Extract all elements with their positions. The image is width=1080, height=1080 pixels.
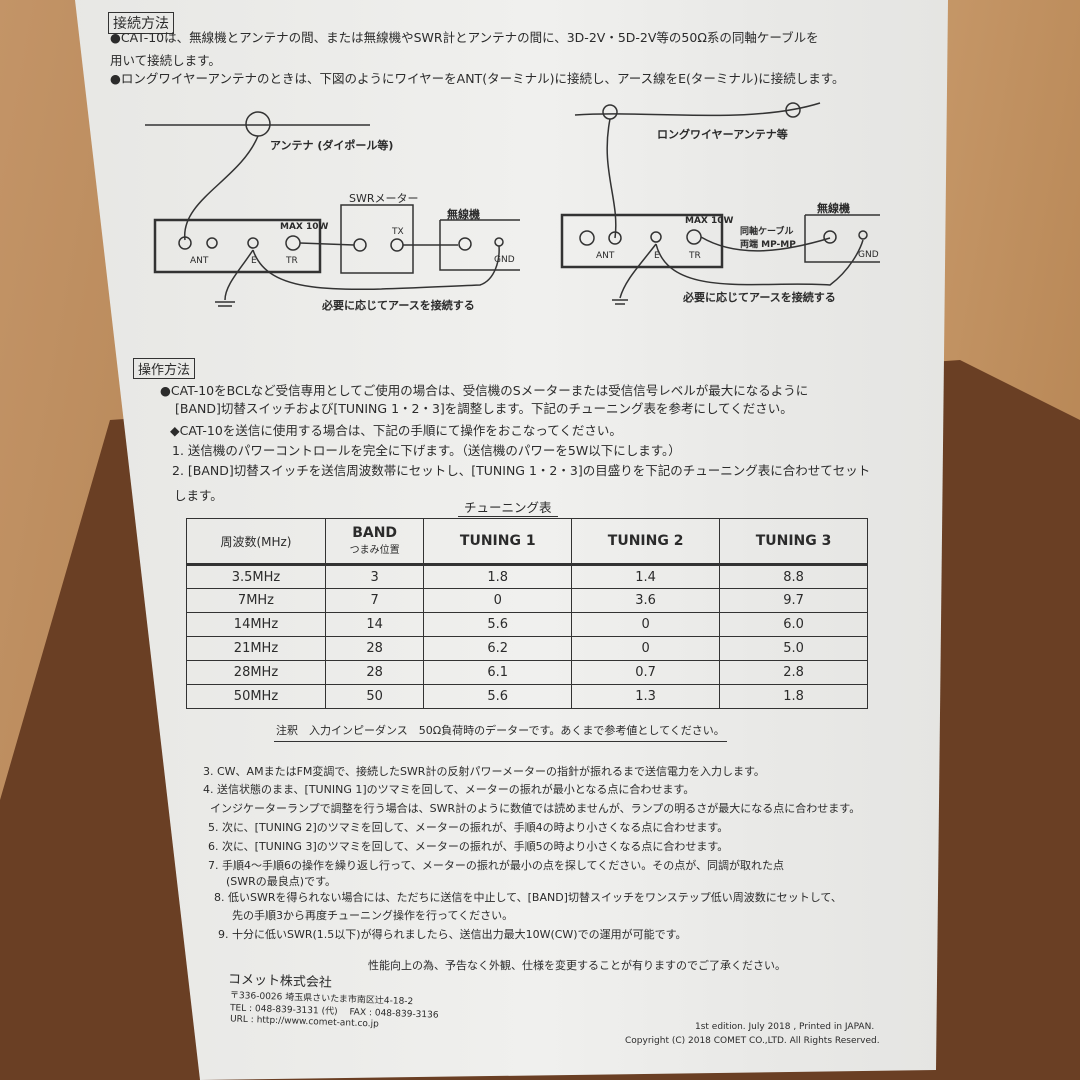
gnd-terminal-label: GND — [494, 255, 515, 265]
table-cell: 0 — [423, 588, 573, 613]
step-line: (SWRの最良点)です。 — [226, 875, 336, 888]
swr-meter-label: SWRメーター — [349, 192, 419, 205]
table-cell: 9.7 — [719, 588, 868, 613]
table-cell: 28MHz — [186, 660, 326, 685]
table-cell: 50MHz — [186, 684, 326, 709]
table-cell: 0 — [571, 636, 721, 661]
table-cell: 3 — [324, 563, 425, 589]
table-cell: 21MHz — [186, 636, 326, 661]
gnd-terminal-label: GND — [858, 250, 879, 260]
operation-line: 1. 送信機のパワーコントロールを完全に下げます。（送信機のパワーを5W以下にし… — [172, 443, 681, 458]
step-line: 7. 手順4～手順6の操作を繰り返し行って、メーターの振れが最小の点を探してくだ… — [208, 859, 785, 872]
table-row: 14MHz 14 5.6 0 6.0 — [186, 612, 868, 637]
dipole-antenna-label: アンテナ (ダイポール等) — [270, 139, 394, 152]
header-tuning-3: TUNING 3 — [719, 518, 868, 565]
coax-cable-label: 同軸ケーブル — [740, 227, 794, 237]
table-cell: 5.6 — [423, 684, 573, 709]
table-cell: 7 — [324, 588, 425, 613]
earth-note-left: 必要に応じてアースを接続する — [322, 299, 475, 312]
copyright: Copyright (C) 2018 COMET CO.,LTD. All Ri… — [625, 1036, 880, 1046]
table-cell: 50 — [324, 684, 425, 709]
radio-label-right: 無線機 — [817, 202, 850, 215]
table-cell: 1.8 — [719, 684, 868, 709]
ant-terminal-label: ANT — [596, 251, 615, 261]
e-terminal-label: E — [251, 256, 257, 266]
table-cell: 28 — [324, 660, 425, 685]
step-line: 3. CW、AMまたはFM変調で、接続したSWR計の反射パワーメーターの指針が振… — [203, 765, 765, 778]
earth-note-right: 必要に応じてアースを接続する — [683, 291, 836, 304]
max-label-right: MAX 10W — [685, 216, 734, 226]
table-cell: 0 — [571, 612, 721, 637]
radio-label-left: 無線機 — [447, 208, 480, 221]
table-row: 50MHz 50 5.6 1.3 1.8 — [186, 684, 868, 709]
step-line: 5. 次に、[TUNING 2]のツマミを回して、メーターの振れが、手順4の時よ… — [208, 821, 729, 834]
e-terminal-label: E — [654, 251, 660, 261]
operation-line: 2. [BAND]切替スイッチを送信周波数帯にセットし、[TUNING 1・2・… — [172, 463, 871, 478]
tuning-table: 周波数(MHz) BAND つまみ位置 TUNING 1 TUNING 2 TUN… — [186, 518, 868, 709]
table-cell: 1.3 — [571, 684, 721, 709]
table-row: 3.5MHz 3 1.8 1.4 8.8 — [186, 563, 868, 589]
step-line: 8. 低いSWRを得られない場合には、ただちに送信を中止して、[BAND]切替ス… — [214, 891, 842, 904]
table-title: チューニング表 — [458, 497, 558, 517]
table-cell: 6.0 — [719, 612, 868, 637]
table-row: 21MHz 28 6.2 0 5.0 — [186, 636, 868, 661]
table-cell: 5.6 — [423, 612, 573, 637]
wiring-diagrams — [145, 102, 880, 307]
table-cell: 5.0 — [719, 636, 868, 661]
table-note: 注釈 入力インピーダンス 50Ω負荷時のデーターです。あくまで参考値としてくださ… — [274, 722, 727, 742]
table-cell: 0.7 — [571, 660, 721, 685]
edition-info: 1st edition. July 2018 , Printed in JAPA… — [695, 1022, 875, 1032]
table-row: 7MHz 7 0 3.6 9.7 — [186, 588, 868, 613]
connection-line-1: ●CAT-10は、無線機とアンテナの間、または無線機やSWR計とアンテナの間に、… — [110, 30, 819, 45]
step-line: 6. 次に、[TUNING 3]のツマミを回して、メーターの振れが、手順5の時よ… — [208, 840, 729, 853]
table-cell: 6.2 — [423, 636, 573, 661]
step-line: インジケーターランプで調整を行う場合は、SWR計のように数値では読めませんが、ラ… — [210, 802, 861, 815]
table-cell: 14 — [324, 612, 425, 637]
operation-line: します。 — [174, 488, 223, 503]
band-sublabel: つまみ位置 — [349, 545, 400, 556]
tr-terminal-label: TR — [689, 251, 701, 261]
mp-mp-label: 両端 MP-MP — [740, 240, 796, 250]
table-row: 28MHz 28 6.1 0.7 2.8 — [186, 660, 868, 685]
max-label-left: MAX 10W — [280, 222, 329, 232]
longwire-antenna-label: ロングワイヤーアンテナ等 — [657, 128, 788, 141]
table-cell: 14MHz — [186, 612, 326, 637]
tx-terminal-label: TX — [392, 227, 404, 237]
header-band: BAND つまみ位置 — [324, 518, 425, 565]
operation-heading: 操作方法 — [133, 358, 196, 379]
connection-line-3: ●ロングワイヤーアンテナのときは、下図のようにワイヤーをANT(ターミナル)に接… — [110, 71, 845, 86]
notice: 性能向上の為、予告なく外観、仕様を変更することが有りますのでご了承ください。 — [368, 959, 786, 972]
header-tuning-2: TUNING 2 — [571, 518, 721, 565]
step-line: 先の手順3から再度チューニング操作を行ってください。 — [232, 909, 514, 922]
tr-terminal-label: TR — [286, 256, 298, 266]
table-cell: 6.1 — [423, 660, 573, 685]
header-frequency: 周波数(MHz) — [186, 518, 326, 565]
table-cell: 7MHz — [186, 588, 326, 613]
step-line: 4. 送信状態のまま、[TUNING 1]のツマミを回して、メーターの振れが最小… — [203, 783, 695, 796]
table-cell: 28 — [324, 636, 425, 661]
connection-heading: 接続方法 — [108, 12, 174, 34]
operation-line: ●CAT-10をBCLなど受信専用としてご使用の場合は、受信機のSメーターまたは… — [160, 383, 809, 398]
table-cell: 1.4 — [571, 563, 721, 589]
step-line: 9. 十分に低いSWR(1.5以下)が得られましたら、送信出力最大10W(CW)… — [218, 928, 687, 941]
operation-line: [BAND]切替スイッチおよび[TUNING 1・2・3]を調整します。下記のチ… — [175, 401, 793, 416]
table-cell: 3.5MHz — [186, 563, 326, 589]
table-cell: 3.6 — [571, 588, 721, 613]
connection-line-2: 用いて接続します。 — [110, 53, 221, 68]
header-tuning-1: TUNING 1 — [423, 518, 573, 565]
band-label: BAND — [352, 525, 398, 541]
table-cell: 2.8 — [719, 660, 868, 685]
operation-line: ◆CAT-10を送信に使用する場合は、下記の手順にて操作をおこなってください。 — [170, 423, 622, 438]
table-cell: 1.8 — [423, 563, 573, 589]
table-cell: 8.8 — [719, 563, 868, 589]
ant-terminal-label: ANT — [190, 256, 209, 266]
